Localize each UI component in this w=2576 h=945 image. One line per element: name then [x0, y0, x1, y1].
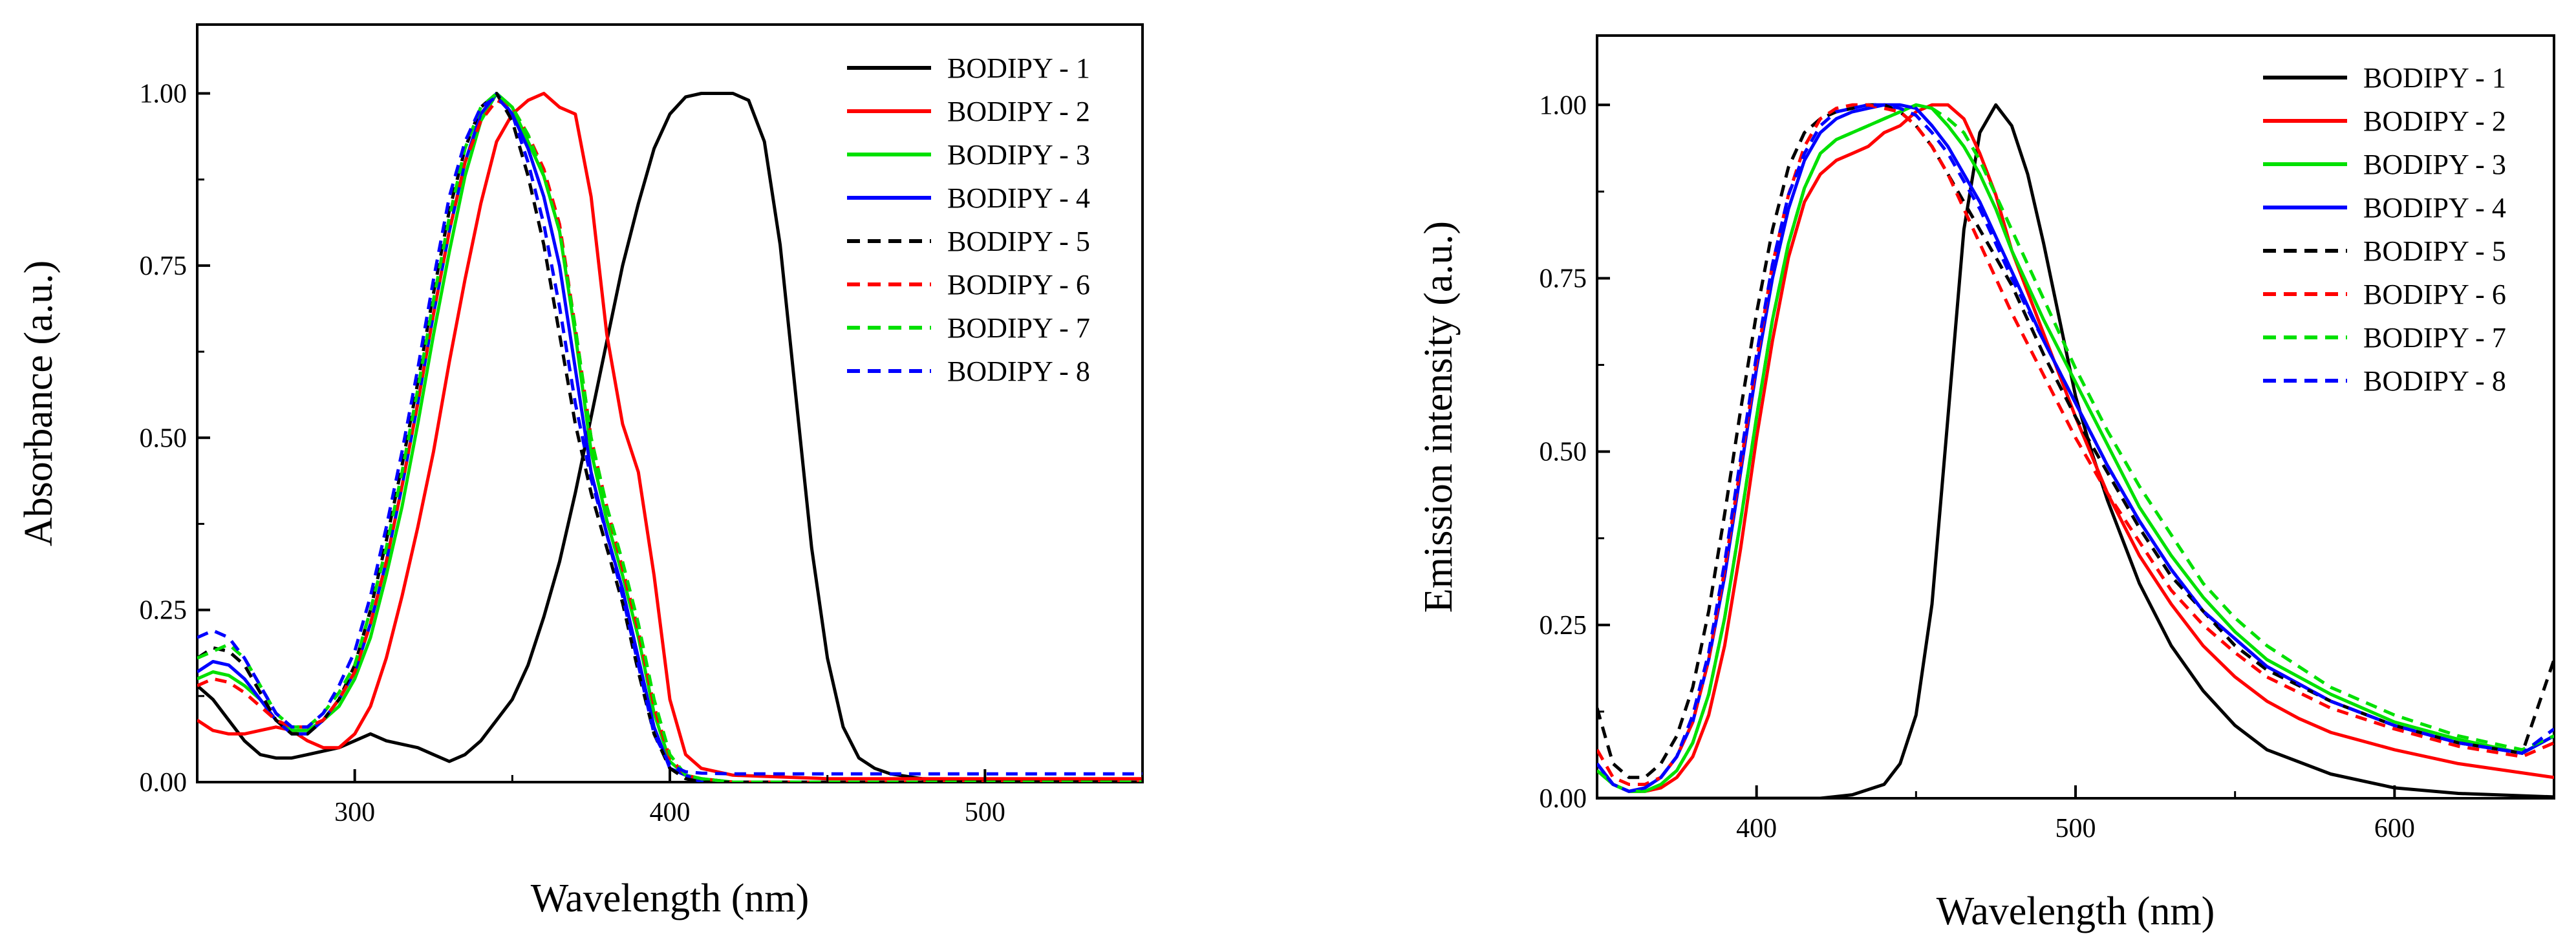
legend-label-bodipy-4: BODIPY - 4 [2363, 192, 2506, 224]
x-tick-label: 500 [965, 798, 1005, 827]
y-tick-label: 0.25 [140, 596, 188, 626]
emission-ticks: 400 500 600 0.00 0.25 0.50 0.75 1.00 [1540, 90, 2555, 844]
y-tick-label: 0.00 [1540, 784, 1587, 814]
series-line-bodipy-1 [1597, 103, 2554, 798]
y-tick-label: 0.50 [1540, 438, 1587, 467]
legend-label-bodipy-2: BODIPY - 2 [947, 96, 1090, 127]
legend-label-bodipy-6: BODIPY - 6 [2363, 279, 2506, 310]
y-tick-label: 1.00 [1540, 90, 1587, 120]
emission-y-axis-title: Emission intensity (a.u.) [1417, 221, 1461, 613]
legend-label-bodipy-3: BODIPY - 3 [947, 139, 1090, 171]
series-line-bodipy-3 [1597, 103, 2554, 793]
absorbance-x-axis-title: Wavelength (nm) [531, 876, 810, 920]
absorbance-series-group [197, 92, 1143, 782]
absorbance-legend: BODIPY - 1 BODIPY - 2 BODIPY - 3 BODIPY - 4… [847, 52, 1090, 387]
legend-label-bodipy-5: BODIPY - 5 [947, 226, 1090, 257]
legend-label-bodipy-7: BODIPY - 7 [947, 312, 1090, 344]
legend-label-bodipy-7: BODIPY - 7 [2363, 322, 2506, 354]
x-tick-label: 600 [2374, 814, 2415, 844]
series-line-bodipy-8 [1597, 103, 2554, 793]
emission-series-group [1597, 103, 2554, 798]
y-tick-label: 1.00 [140, 80, 188, 109]
y-tick-label: 0.00 [140, 768, 188, 798]
series-line-bodipy-6 [1597, 103, 2554, 786]
emission-x-axis-title: Wavelength (nm) [1937, 889, 2215, 933]
series-line-bodipy-3 [197, 92, 1143, 782]
x-tick-label: 300 [334, 798, 375, 827]
legend-label-bodipy-2: BODIPY - 2 [2363, 105, 2506, 137]
series-line-bodipy-8 [197, 95, 1143, 776]
legend-label-bodipy-6: BODIPY - 6 [947, 269, 1090, 301]
x-tick-label: 400 [650, 798, 691, 827]
x-tick-label: 400 [1736, 814, 1777, 844]
y-tick-label: 0.25 [1540, 611, 1587, 641]
emission-legend: BODIPY - 1 BODIPY - 2 BODIPY - 3 BODIPY - 4… [2263, 62, 2506, 397]
legend-label-bodipy-1: BODIPY - 1 [2363, 62, 2506, 94]
legend-label-bodipy-1: BODIPY - 1 [947, 52, 1090, 84]
legend-label-bodipy-5: BODIPY - 5 [2363, 235, 2506, 267]
series-line-bodipy-1 [197, 92, 1143, 782]
y-tick-label: 0.75 [1540, 264, 1587, 293]
legend-label-bodipy-3: BODIPY - 3 [2363, 149, 2506, 180]
legend-label-bodipy-8: BODIPY - 8 [947, 356, 1090, 387]
y-tick-label: 0.75 [140, 251, 188, 281]
y-tick-label: 0.50 [140, 423, 188, 453]
absorbance-ticks: 300 400 500 0.00 0.25 0.50 0.75 1.00 [140, 80, 1144, 827]
emission-panel: 400 500 600 0.00 0.25 0.50 0.75 1.00 Wavelength… [1417, 34, 2555, 933]
absorbance-y-axis-title: Absorbance (a.u.) [17, 260, 61, 546]
legend-label-bodipy-4: BODIPY - 4 [947, 182, 1090, 214]
absorbance-plot-frame [196, 23, 1144, 783]
x-tick-label: 500 [2055, 814, 2096, 844]
legend-label-bodipy-8: BODIPY - 8 [2363, 365, 2506, 397]
absorbance-panel: 300 400 500 0.00 0.25 0.50 0.75 1.00 Wavelength… [17, 23, 1144, 920]
